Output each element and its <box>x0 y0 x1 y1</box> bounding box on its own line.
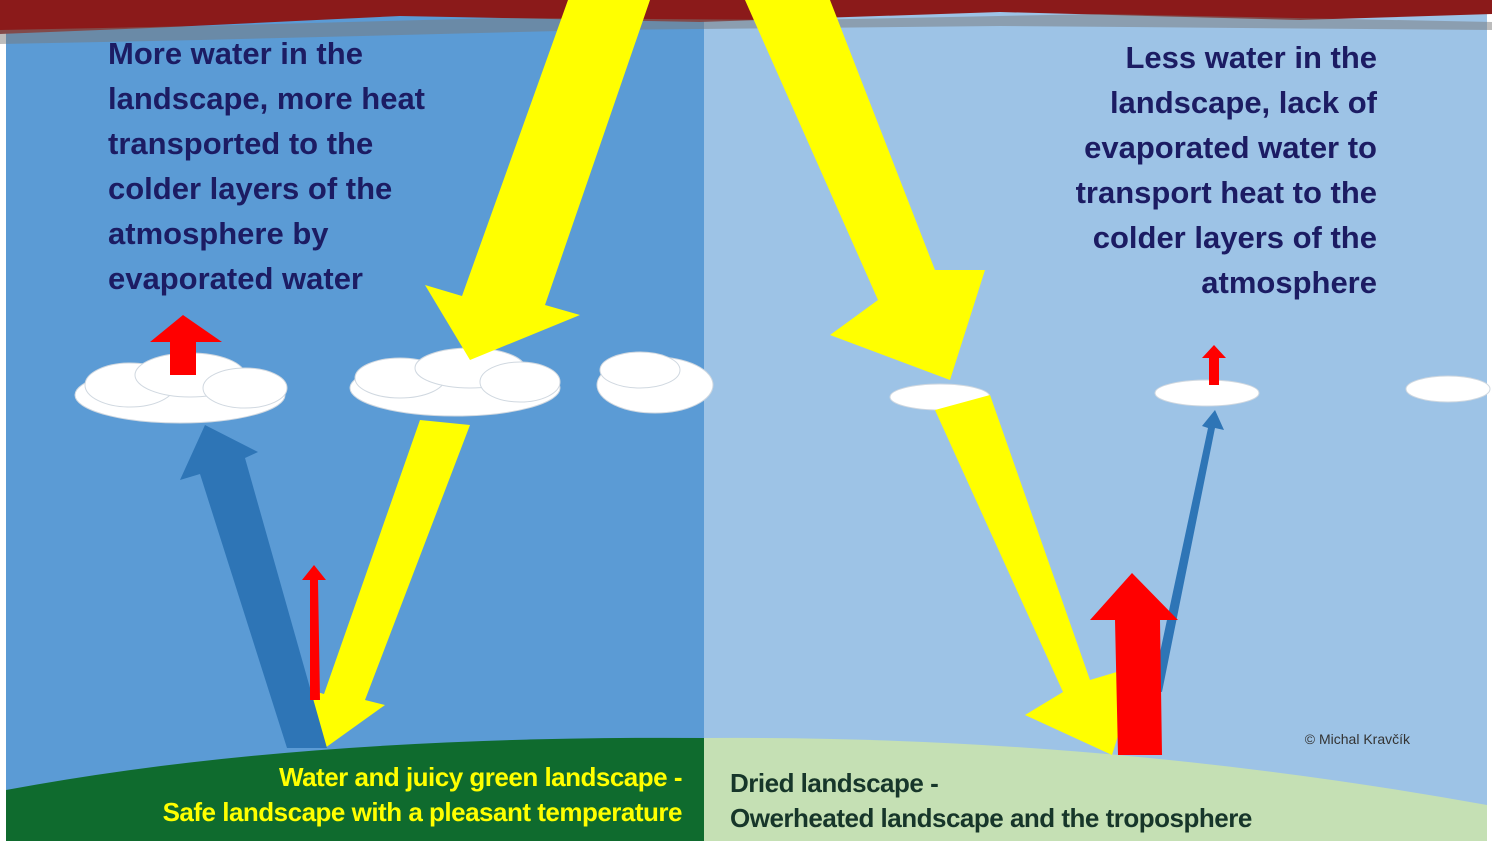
description-line: landscape, more heat <box>108 81 425 116</box>
sun-arrow <box>745 0 985 380</box>
heat-arrow <box>150 315 222 375</box>
arrows <box>150 0 1226 755</box>
heat-arrow <box>1202 345 1226 385</box>
heat-arrow <box>1090 573 1178 755</box>
description-line: atmosphere <box>1201 265 1377 300</box>
description-line: landscape, lack of <box>1110 85 1378 120</box>
description-line: evaporated water <box>108 261 363 296</box>
clouds <box>74 347 1491 424</box>
sun-arrow <box>935 395 1140 755</box>
description-line: colder layers of the <box>108 171 392 206</box>
cloud <box>1405 375 1491 403</box>
evaporation-arrow <box>180 425 327 748</box>
green-ground <box>6 737 704 841</box>
ground-caption: Dried landscape - <box>730 768 938 798</box>
evaporation-arrow <box>1152 410 1224 692</box>
description-line: More water in the <box>108 36 363 71</box>
sun-arrow <box>303 420 470 748</box>
cloud <box>74 352 288 424</box>
credit: © Michal Kravčík <box>1305 731 1411 747</box>
description-line: evaporated water to <box>1084 130 1377 165</box>
ground-caption: Safe landscape with a pleasant temperatu… <box>163 797 682 827</box>
description-line: Less water in the <box>1125 40 1377 75</box>
torn-shadow <box>0 14 1492 44</box>
dry-ground <box>704 737 1487 841</box>
cloud <box>1154 379 1260 407</box>
torn-edge <box>0 0 1492 34</box>
sun-arrow <box>425 0 650 360</box>
texts: More water in the landscape, more heat tra… <box>108 36 1411 833</box>
heat-arrow <box>302 565 326 700</box>
ground-caption: Water and juicy green landscape - <box>279 762 682 792</box>
ground-caption: Owerheated landscape and the troposphere <box>730 803 1252 833</box>
description-line: transport heat to the <box>1076 175 1377 210</box>
description-line: atmosphere by <box>108 216 329 251</box>
cloud <box>596 351 714 414</box>
description-line: transported to the <box>108 126 373 161</box>
cloud <box>349 347 561 417</box>
description-line: colder layers of the <box>1093 220 1377 255</box>
